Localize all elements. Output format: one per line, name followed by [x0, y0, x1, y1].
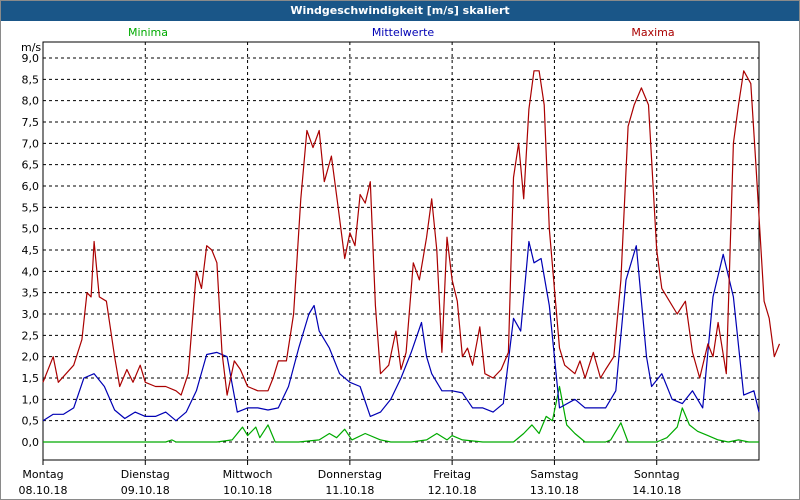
legend-minima: Minima [128, 26, 168, 39]
y-tick-label: 3,0 [22, 308, 40, 321]
x-tick-date: 10.10.18 [223, 484, 272, 497]
plot-frame [42, 41, 760, 461]
x-tick-date: 14.10.18 [632, 484, 681, 497]
x-tick-date: 09.10.18 [121, 484, 170, 497]
y-axis-label: m/s [21, 41, 41, 54]
y-tick-label: 5,0 [22, 223, 40, 236]
x-tick-day: Montag [22, 468, 63, 481]
y-tick-label: 4,5 [22, 244, 40, 257]
y-tick-label: 9,0 [22, 52, 40, 65]
x-tick-day: Mittwoch [223, 468, 273, 481]
y-tick-label: 3,5 [22, 287, 40, 300]
y-tick-label: 7,0 [22, 137, 40, 150]
y-tick-label: 0,5 [22, 415, 40, 428]
x-tick-date: 12.10.18 [428, 484, 477, 497]
chart-title: Windgeschwindigkeit [m/s] skaliert [1, 1, 799, 21]
series-line-minima [43, 385, 759, 443]
legend-maxima: Maxima [631, 26, 674, 39]
x-tick-day: Sonntag [634, 468, 680, 481]
x-tick-date: 11.10.18 [325, 484, 374, 497]
y-tick-label: 7,5 [22, 116, 40, 129]
x-tick-day: Dienstag [121, 468, 170, 481]
x-tick-day: Freitag [433, 468, 471, 481]
legend-mittelwerte: Mittelwerte [372, 26, 435, 39]
y-tick-label: 1,5 [22, 372, 40, 385]
y-tick-label: 2,0 [22, 351, 40, 364]
y-tick-label: 6,5 [22, 159, 40, 172]
y-tick-label: 2,5 [22, 329, 40, 342]
y-tick-label: 5,5 [22, 201, 40, 214]
y-tick-label: 8,0 [22, 95, 40, 108]
y-tick-label: 4,0 [22, 265, 40, 278]
series-line-maxima [42, 70, 781, 396]
y-tick-label: 8,5 [22, 73, 40, 86]
series-line-mittelwerte [42, 240, 760, 422]
x-tick-day: Samstag [530, 468, 578, 481]
x-tick-date: 08.10.18 [19, 484, 68, 497]
x-tick-day: Donnerstag [318, 468, 382, 481]
y-tick-label: 0,0 [22, 436, 40, 449]
y-tick-label: 6,0 [22, 180, 40, 193]
y-tick-label: 1,0 [22, 393, 40, 406]
x-tick-date: 13.10.18 [530, 484, 579, 497]
